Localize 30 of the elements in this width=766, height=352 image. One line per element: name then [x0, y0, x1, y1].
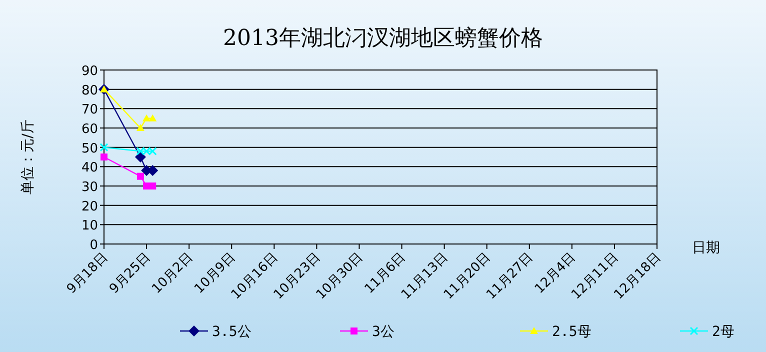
point — [136, 172, 144, 180]
point — [100, 154, 108, 160]
legend-label: 2.5母 — [552, 324, 592, 340]
x-tick-label: 9月18日 — [64, 250, 111, 297]
y-tick-label: 80 — [81, 83, 98, 98]
y-tick-label: 20 — [81, 199, 98, 214]
legend-label: 3公 — [372, 324, 394, 340]
point — [134, 152, 146, 162]
y-axis-title: 单位：元/斤 — [20, 120, 36, 194]
point — [100, 143, 108, 152]
legend-label: 2母 — [712, 324, 734, 340]
y-tick-label: 90 — [81, 64, 98, 79]
legend-label: 3.5公 — [212, 324, 252, 340]
x-axis-title: 日期 — [692, 240, 720, 256]
point — [142, 146, 151, 156]
point — [100, 85, 108, 92]
point — [149, 182, 156, 190]
y-tick-label: 30 — [81, 180, 98, 195]
point — [136, 124, 144, 131]
chart-title: 2013年湖北汈汊湖地区螃蟹价格 — [223, 26, 543, 51]
point — [148, 114, 157, 122]
point — [136, 146, 145, 156]
y-tick-label: 60 — [81, 122, 98, 137]
y-tick-label: 0 — [90, 238, 98, 253]
y-tick-label: 50 — [81, 141, 98, 156]
y-tick-label: 70 — [81, 102, 98, 118]
point — [142, 114, 151, 122]
point — [148, 146, 157, 156]
y-tick-label: 40 — [81, 160, 98, 176]
y-tick-label: 10 — [81, 218, 98, 234]
